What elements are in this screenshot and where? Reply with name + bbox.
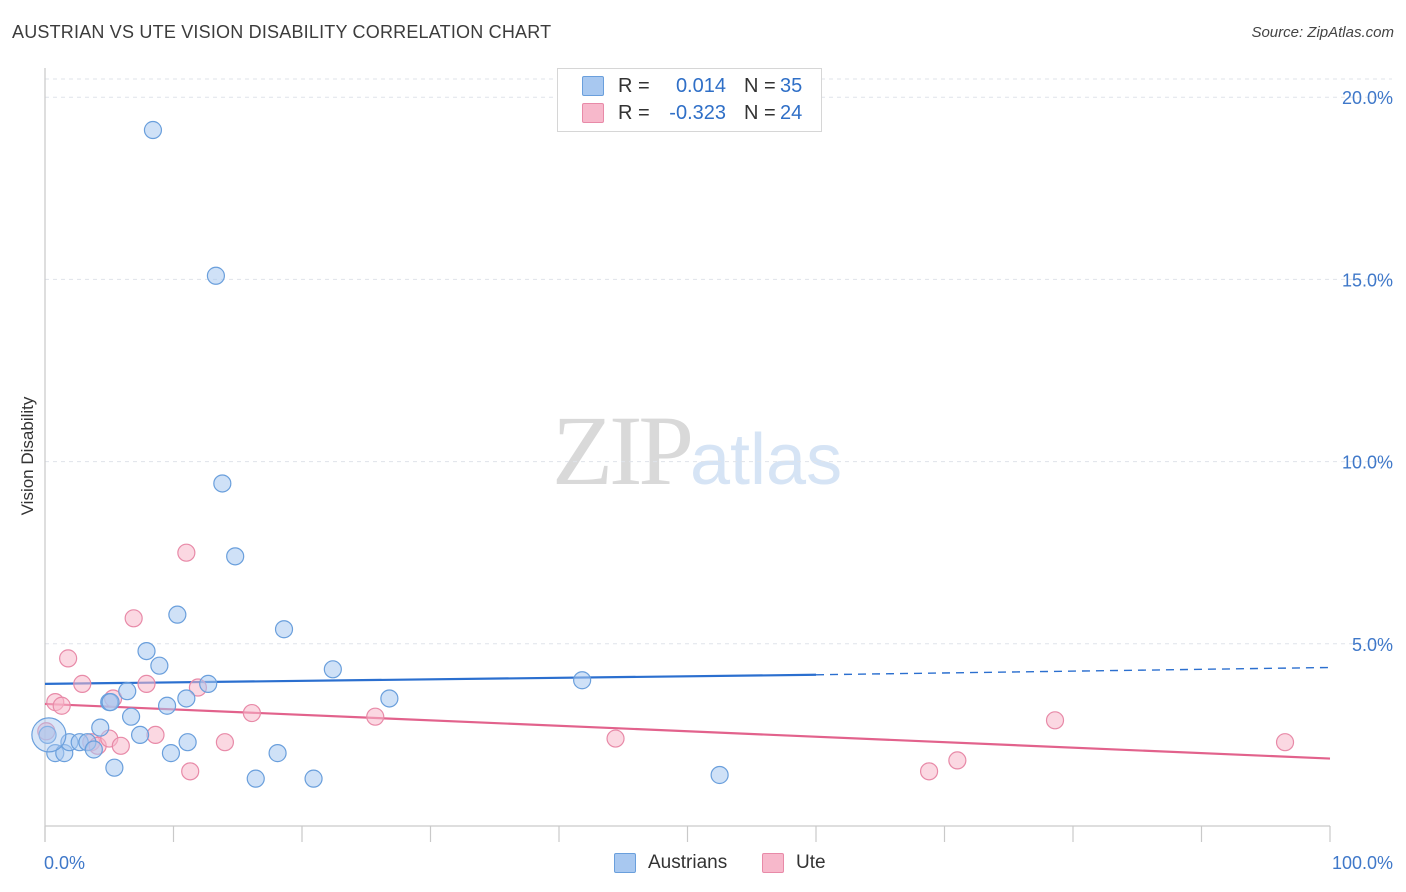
austrians-trend-line	[44, 673, 817, 685]
ute-point	[1275, 733, 1295, 752]
ute-point	[242, 703, 261, 723]
austrians-point	[710, 765, 729, 785]
y-axis-label: Vision Disability	[18, 396, 37, 516]
ute-point	[146, 725, 165, 745]
tick-labels: 5.0% 10.0% 15.0% 20.0% 0.0% 100.0%	[44, 88, 1393, 873]
austrians-point	[573, 671, 592, 690]
y-tick-label: 15.0%	[1342, 270, 1393, 290]
austrians-point	[38, 725, 57, 745]
grid-lines	[45, 78, 1392, 645]
legend-n-label: N =	[744, 74, 776, 97]
y-tick-label: 20.0%	[1342, 88, 1393, 108]
austrians-point	[130, 725, 150, 745]
austrians-point	[274, 620, 294, 639]
austrians-point	[268, 744, 287, 763]
austrians-point	[206, 266, 226, 285]
legend-swatch-ute	[582, 103, 604, 123]
legend-item-austrians[interactable]: Austrians	[614, 852, 727, 874]
legend-row-austrians: R = 0.014 N = 35	[582, 74, 802, 98]
legend-label-austrians: Austrians	[648, 852, 728, 873]
ute-point	[111, 736, 130, 755]
ute-point	[948, 751, 967, 770]
austrians-point	[105, 758, 124, 777]
austrians-point	[178, 733, 197, 752]
ute-point	[59, 649, 78, 668]
austrians-point	[161, 744, 181, 763]
austrians-point	[199, 674, 218, 693]
data-points	[31, 120, 1295, 788]
austrians-point	[304, 769, 323, 788]
legend-r-label: R =	[618, 74, 650, 97]
ute-point	[181, 762, 200, 781]
ute-point	[177, 543, 196, 562]
x-tick-label: 0.0%	[44, 853, 85, 873]
legend-r-value: 0.014	[675, 74, 726, 97]
austrians-point	[226, 547, 245, 566]
austrians-point	[323, 660, 342, 679]
source-label: Source: ZipAtlas.com	[1251, 24, 1394, 41]
y-tick-label: 10.0%	[1342, 453, 1393, 473]
legend-swatch-austrians	[582, 76, 604, 96]
austrians-point	[118, 682, 137, 701]
stats-legend: R = 0.014 N = 35 R = -0.323 N = 24	[557, 68, 822, 132]
series-legend: Austrians Ute	[0, 852, 1406, 878]
austrians-point	[121, 707, 141, 726]
ute-point	[124, 609, 143, 628]
austrians-point	[143, 120, 163, 140]
austrians-point	[157, 696, 177, 715]
austrians-trend-extension	[815, 666, 1331, 676]
ute-point	[73, 674, 92, 693]
ute-point	[366, 707, 385, 726]
ute-point	[1045, 711, 1065, 730]
x-tick-label: 100.0%	[1332, 853, 1393, 873]
austrians-point	[168, 605, 187, 624]
legend-row-ute: R = -0.323 N = 24	[582, 101, 802, 125]
austrians-point	[31, 717, 67, 753]
legend-r-value: -0.323	[669, 101, 726, 124]
legend-n-value: 35	[780, 74, 803, 97]
legend-swatch-ute	[762, 853, 784, 873]
austrians-point	[150, 656, 169, 675]
austrians-point	[84, 740, 103, 759]
axes	[44, 68, 1331, 842]
ute-point	[606, 729, 625, 748]
austrians-point	[137, 641, 156, 661]
legend-n-value: 24	[780, 101, 803, 124]
ute-point	[215, 733, 234, 752]
ute-point	[137, 674, 156, 693]
ute-trend-line	[44, 702, 1331, 760]
ute-point	[919, 762, 939, 781]
legend-r-label: R =	[618, 101, 650, 124]
austrians-point	[91, 718, 110, 737]
austrians-point	[213, 474, 232, 493]
y-tick-label: 5.0%	[1352, 635, 1393, 655]
legend-label-ute: Ute	[796, 852, 826, 873]
trend-lines	[44, 666, 1331, 760]
chart-title: AUSTRIAN VS UTE VISION DISABILITY CORREL…	[12, 22, 552, 42]
legend-swatch-austrians	[614, 853, 636, 873]
austrians-point	[177, 689, 196, 708]
austrians-point	[101, 693, 120, 712]
legend-item-ute[interactable]: Ute	[762, 852, 826, 874]
ute-point	[52, 696, 71, 715]
austrians-point	[380, 689, 399, 708]
legend-n-label: N =	[744, 101, 776, 124]
austrians-point	[246, 769, 265, 788]
